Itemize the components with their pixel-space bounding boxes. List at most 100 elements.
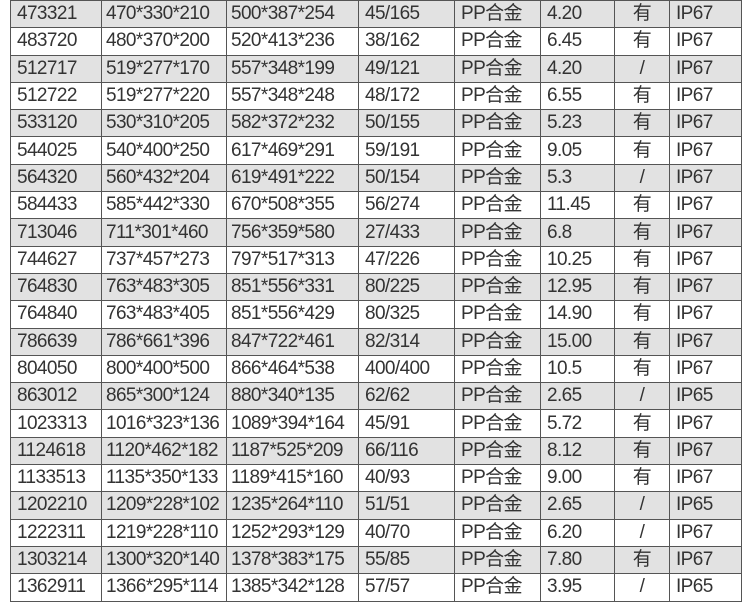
foam-cell: 有: [614, 464, 670, 493]
inner-size-cell: 560*432*204: [101, 163, 227, 193]
material-cell: PP合金: [454, 0, 541, 29]
foam-cell: /: [614, 163, 670, 193]
model-cell: 533120: [10, 109, 102, 138]
table-row: 1124618 1120*462*182 1187*525*209 66/116 PP合…: [10, 436, 742, 466]
table-row: 1303214 1300*320*140 1378*383*175 55/85 PP合金…: [10, 545, 742, 575]
table-row: 1202210 1209*228*102 1235*264*110 51/51 PP合金…: [10, 491, 742, 520]
foam-cell: /: [614, 491, 670, 520]
depth-cell: 48/172: [358, 81, 455, 111]
foam-cell: 有: [614, 27, 670, 56]
weight-cell: 6.20: [540, 518, 615, 547]
model-cell: 764830: [10, 272, 102, 302]
outer-size-cell: 1385*342*128: [226, 573, 359, 602]
weight-cell: 8.12: [540, 436, 615, 466]
table-row: 764830 763*483*305 851*556*331 80/225 PP合金 12…: [10, 272, 742, 302]
model-cell: 713046: [10, 218, 102, 247]
outer-size-cell: 851*556*331: [226, 272, 359, 302]
weight-cell: 15.00: [540, 327, 615, 356]
ip-rating-cell: IP67: [669, 409, 742, 438]
inner-size-cell: 585*442*330: [101, 191, 227, 220]
outer-size-cell: 880*340*135: [226, 382, 359, 411]
model-cell: 512722: [10, 81, 102, 111]
table-row: 1362911 1366*295*114 1385*342*128 57/57 PP合金…: [10, 573, 742, 602]
model-cell: 564320: [10, 163, 102, 193]
outer-size-cell: 1187*525*209: [226, 436, 359, 466]
weight-cell: 5.3: [540, 163, 615, 193]
inner-size-cell: 1120*462*182: [101, 436, 227, 466]
outer-size-cell: 619*491*222: [226, 163, 359, 193]
ip-rating-cell: IP67: [669, 354, 742, 384]
weight-cell: 2.65: [540, 382, 615, 411]
model-cell: 1133513: [10, 464, 102, 493]
material-cell: PP合金: [454, 382, 541, 411]
outer-size-cell: 557*348*199: [226, 54, 359, 83]
table-row: 544025 540*400*250 617*469*291 59/191 PP合金 9.…: [10, 136, 742, 165]
weight-cell: 6.45: [540, 27, 615, 56]
outer-size-cell: 520*413*236: [226, 27, 359, 56]
model-cell: 1222311: [10, 518, 102, 547]
model-cell: 473321: [10, 0, 102, 29]
ip-rating-cell: IP65: [669, 382, 742, 411]
model-cell: 1023313: [10, 409, 102, 438]
weight-cell: 4.20: [540, 0, 615, 29]
foam-cell: 有: [614, 136, 670, 165]
outer-size-cell: 1378*383*175: [226, 545, 359, 575]
inner-size-cell: 1135*350*133: [101, 464, 227, 493]
outer-size-cell: 582*372*232: [226, 109, 359, 138]
depth-cell: 56/274: [358, 191, 455, 220]
table-row: 764840 763*483*405 851*556*429 80/325 PP合金 14…: [10, 300, 742, 329]
ip-rating-cell: IP67: [669, 272, 742, 302]
ip-rating-cell: IP67: [669, 300, 742, 329]
table-row: 804050 800*400*500 866*464*538 400/400 PP合金 1…: [10, 354, 742, 384]
material-cell: PP合金: [454, 464, 541, 493]
material-cell: PP合金: [454, 27, 541, 56]
table-row: 564320 560*432*204 619*491*222 50/154 PP合金 5.…: [10, 163, 742, 193]
depth-cell: 57/57: [358, 573, 455, 602]
weight-cell: 3.95: [540, 573, 615, 602]
ip-rating-cell: IP67: [669, 54, 742, 83]
foam-cell: 有: [614, 191, 670, 220]
outer-size-cell: 797*517*313: [226, 245, 359, 274]
weight-cell: 2.65: [540, 491, 615, 520]
foam-cell: 有: [614, 300, 670, 329]
ip-rating-cell: IP67: [669, 191, 742, 220]
weight-cell: 6.55: [540, 81, 615, 111]
outer-size-cell: 866*464*538: [226, 354, 359, 384]
material-cell: PP合金: [454, 573, 541, 602]
weight-cell: 9.05: [540, 136, 615, 165]
ip-rating-cell: IP67: [669, 163, 742, 193]
depth-cell: 62/62: [358, 382, 455, 411]
table-row: 744627 737*457*273 797*517*313 47/226 PP合金 10…: [10, 245, 742, 274]
table-row: 512722 519*277*220 557*348*248 48/172 PP合金 6.…: [10, 81, 742, 111]
inner-size-cell: 480*370*200: [101, 27, 227, 56]
table-row: 584433 585*442*330 670*508*355 56/274 PP合金 11…: [10, 191, 742, 220]
ip-rating-cell: IP65: [669, 573, 742, 602]
table-row: 786639 786*661*396 847*722*461 82/314 PP合金 15…: [10, 327, 742, 356]
material-cell: PP合金: [454, 136, 541, 165]
table-row: 1023313 1016*323*136 1089*394*164 45/91 PP合金…: [10, 409, 742, 438]
material-cell: PP合金: [454, 436, 541, 466]
depth-cell: 45/165: [358, 0, 455, 29]
inner-size-cell: 1016*323*136: [101, 409, 227, 438]
inner-size-cell: 470*330*210: [101, 0, 227, 29]
outer-size-cell: 670*508*355: [226, 191, 359, 220]
foam-cell: 有: [614, 0, 670, 29]
model-cell: 483720: [10, 27, 102, 56]
depth-cell: 80/325: [358, 300, 455, 329]
ip-rating-cell: IP67: [669, 81, 742, 111]
outer-size-cell: 851*556*429: [226, 300, 359, 329]
outer-size-cell: 1089*394*164: [226, 409, 359, 438]
inner-size-cell: 786*661*396: [101, 327, 227, 356]
ip-rating-cell: IP67: [669, 464, 742, 493]
weight-cell: 4.20: [540, 54, 615, 83]
outer-size-cell: 557*348*248: [226, 81, 359, 111]
foam-cell: 有: [614, 218, 670, 247]
material-cell: PP合金: [454, 191, 541, 220]
ip-rating-cell: IP67: [669, 0, 742, 29]
material-cell: PP合金: [454, 327, 541, 356]
foam-cell: /: [614, 573, 670, 602]
weight-cell: 14.90: [540, 300, 615, 329]
model-cell: 863012: [10, 382, 102, 411]
weight-cell: 5.23: [540, 109, 615, 138]
material-cell: PP合金: [454, 272, 541, 302]
